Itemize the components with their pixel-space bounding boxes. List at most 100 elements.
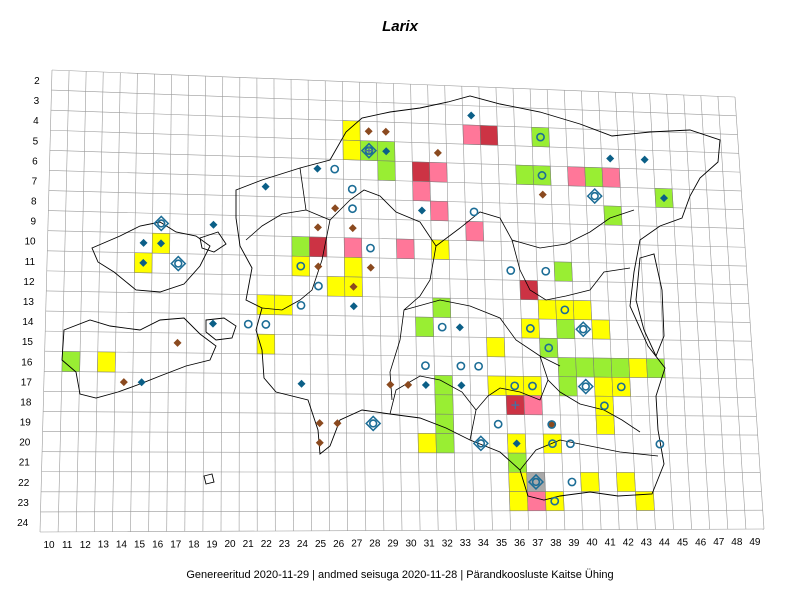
diamond-marker-blue (467, 111, 476, 120)
diamond-outline-marker (360, 142, 378, 159)
circle-marker (565, 439, 575, 449)
occurrence-square-yellow (509, 491, 529, 512)
grid-line-horizontal (45, 330, 752, 342)
diamond-marker-blue (209, 220, 218, 229)
row-label: 9 (31, 217, 37, 228)
occurrence-square-yellow (342, 139, 361, 161)
diamond-marker-brown (348, 224, 357, 233)
occurrence-square-yellow (486, 337, 506, 358)
grid-line-horizontal (42, 431, 758, 436)
occurrence-square-green (553, 261, 573, 282)
occurrence-square-pink (527, 491, 547, 512)
column-label: 26 (333, 539, 345, 550)
occurrence-square-green (432, 297, 452, 318)
occurrence-square-yellow (580, 472, 600, 492)
diamond-marker-blue (313, 164, 322, 173)
diamond-marker-brown (173, 338, 182, 347)
circle-marker (506, 266, 516, 275)
occurrence-square-yellow (291, 255, 310, 277)
diamond-marker-brown (333, 419, 342, 428)
row-label: 14 (22, 317, 34, 328)
occurrence-square-red (519, 280, 539, 301)
circle-marker (437, 322, 447, 332)
circle-marker (243, 319, 253, 329)
grid-line-vertical (683, 94, 710, 530)
diamond-outline-marker (153, 215, 170, 232)
grid-line-horizontal (42, 451, 759, 455)
circle-marker (537, 171, 547, 180)
row-label: 17 (21, 377, 33, 388)
occurrence-square-green (434, 394, 454, 415)
occurrence-square-yellow (344, 257, 363, 278)
grid-line-vertical (717, 96, 747, 530)
column-label: 32 (442, 538, 454, 549)
circle-marker (655, 439, 665, 449)
grid-line-vertical (75, 71, 87, 532)
occurrence-square-pink (465, 221, 484, 242)
occurrence-square-pink (429, 162, 448, 183)
diamond-marker-blue (382, 147, 391, 156)
county-borders (245, 167, 659, 471)
occurrence-square-green (557, 357, 577, 378)
row-label: 3 (34, 96, 40, 107)
diamond-marker-blue (640, 155, 649, 164)
occurrence-square-yellow (342, 120, 361, 141)
occurrence-square-green (435, 433, 455, 454)
column-label: 38 (550, 538, 562, 549)
diamond-marker-blue (139, 238, 148, 247)
column-label: 39 (568, 538, 580, 549)
circle-marker (548, 439, 557, 449)
grid-line-horizontal (48, 190, 743, 210)
column-label: 49 (749, 537, 761, 548)
row-label: 23 (18, 498, 30, 509)
diamond-outline-marker (472, 435, 489, 452)
column-label: 37 (532, 538, 544, 549)
occurrence-square-pink (396, 238, 415, 260)
occurrence-square-yellow (628, 358, 648, 378)
column-label: 41 (605, 538, 617, 549)
column-label: 10 (43, 540, 55, 551)
occurrence-square-yellow (508, 472, 528, 492)
map-title: Larix (382, 18, 418, 35)
occurrence-square-green (603, 205, 623, 226)
grid-line-vertical (184, 75, 189, 532)
diamond-marker-brown (386, 380, 395, 389)
occurrence-square-green (610, 357, 630, 378)
column-label: 42 (623, 538, 635, 549)
circle-marker (579, 325, 588, 334)
grid-line-horizontal (50, 109, 738, 135)
circle-marker (547, 420, 557, 429)
column-label: 24 (297, 539, 309, 550)
island-muhu (205, 317, 237, 341)
row-label: 2 (34, 76, 40, 87)
circle-marker (567, 477, 577, 487)
column-labels: 10 11 12 13 14 15 16 17 18 19 20 21 22 23 24 25 26 27 28 29… (43, 537, 760, 551)
diamond-outline-marker (527, 473, 545, 491)
diamond-marker-blue (421, 380, 430, 389)
grid-line-vertical (478, 86, 493, 531)
circle-marker (368, 419, 378, 428)
estonia-outline (61, 95, 721, 501)
diamond-marker-brown (314, 262, 323, 271)
circle-marker (348, 204, 357, 214)
column-label: 13 (98, 540, 110, 551)
diamond-marker-blue (457, 381, 466, 390)
occurrence-square-green (539, 337, 559, 358)
diamond-outline-marker (586, 188, 603, 205)
column-label: 25 (315, 539, 327, 550)
occurrence-square-green (507, 452, 527, 473)
circle-marker (590, 191, 599, 201)
column-label: 40 (586, 538, 598, 549)
grid-line-vertical (324, 80, 330, 531)
diamond-marker-blue (349, 302, 358, 311)
diamond-marker-brown (331, 204, 340, 213)
grid-line-vertical (598, 91, 620, 530)
circle-marker (296, 261, 306, 271)
grid-line-horizontal (46, 270, 748, 286)
grid-line-vertical (649, 93, 674, 530)
row-label: 15 (22, 337, 34, 348)
row-label: 20 (19, 438, 31, 449)
row-label: 24 (17, 518, 29, 529)
column-label: 36 (514, 538, 526, 549)
